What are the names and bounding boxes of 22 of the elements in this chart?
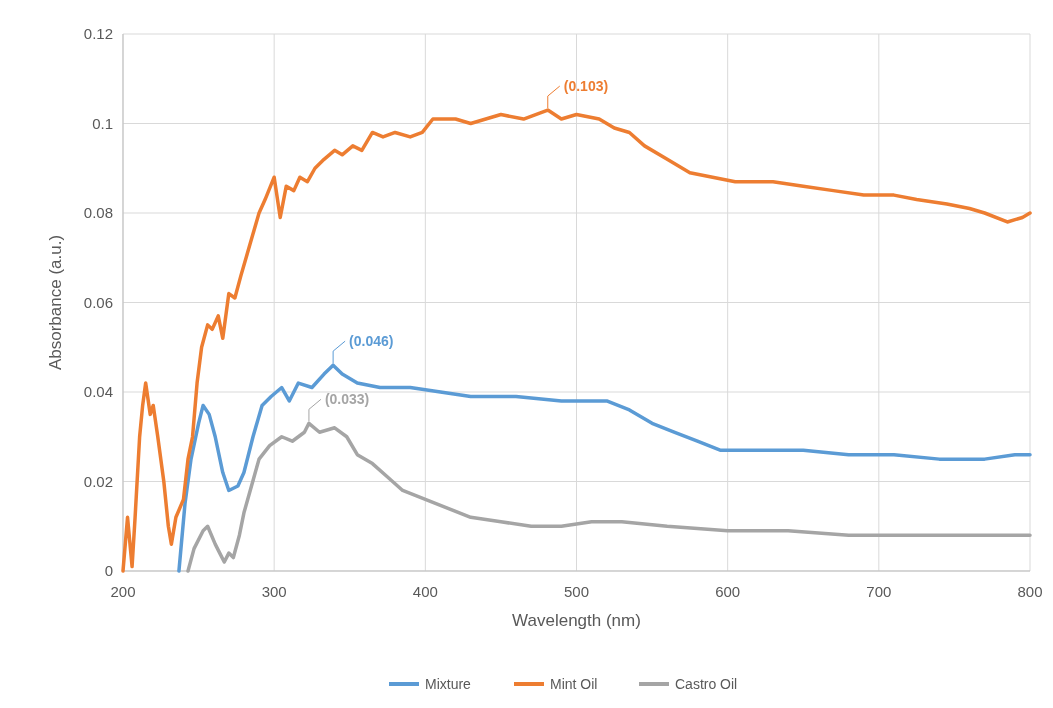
x-tick-label: 300 — [261, 583, 287, 600]
y-tick-label: 0.08 — [83, 204, 113, 221]
x-tick-label: 200 — [110, 583, 136, 600]
annotation: (0.033) — [324, 391, 370, 408]
legend-label: Mixture — [425, 676, 472, 692]
y-tick-label: 0.06 — [83, 293, 113, 311]
y-tick-label: 0.04 — [83, 383, 113, 400]
annotation: (0.103) — [563, 78, 609, 95]
x-tick-label: 800 — [1017, 583, 1043, 600]
annotation: (0.046) — [349, 333, 394, 350]
y-tick-label: 0 — [104, 562, 113, 579]
y-tick-label: 0.02 — [83, 472, 113, 490]
legend-label: Castro Oil — [675, 676, 738, 692]
y-tick-label: 0.12 — [83, 25, 113, 42]
legend-label: Mint Oil — [550, 676, 598, 692]
y-tick-label: 0.1 — [92, 114, 113, 132]
x-tick-label: 400 — [412, 583, 438, 600]
y-axis-title: Absorbance (a.u.) — [46, 234, 65, 371]
x-tick-label: 600 — [715, 583, 741, 600]
x-axis-title: Wavelength (nm) — [512, 611, 641, 630]
x-tick-label: 700 — [866, 583, 892, 600]
x-tick-label: 500 — [563, 583, 590, 600]
